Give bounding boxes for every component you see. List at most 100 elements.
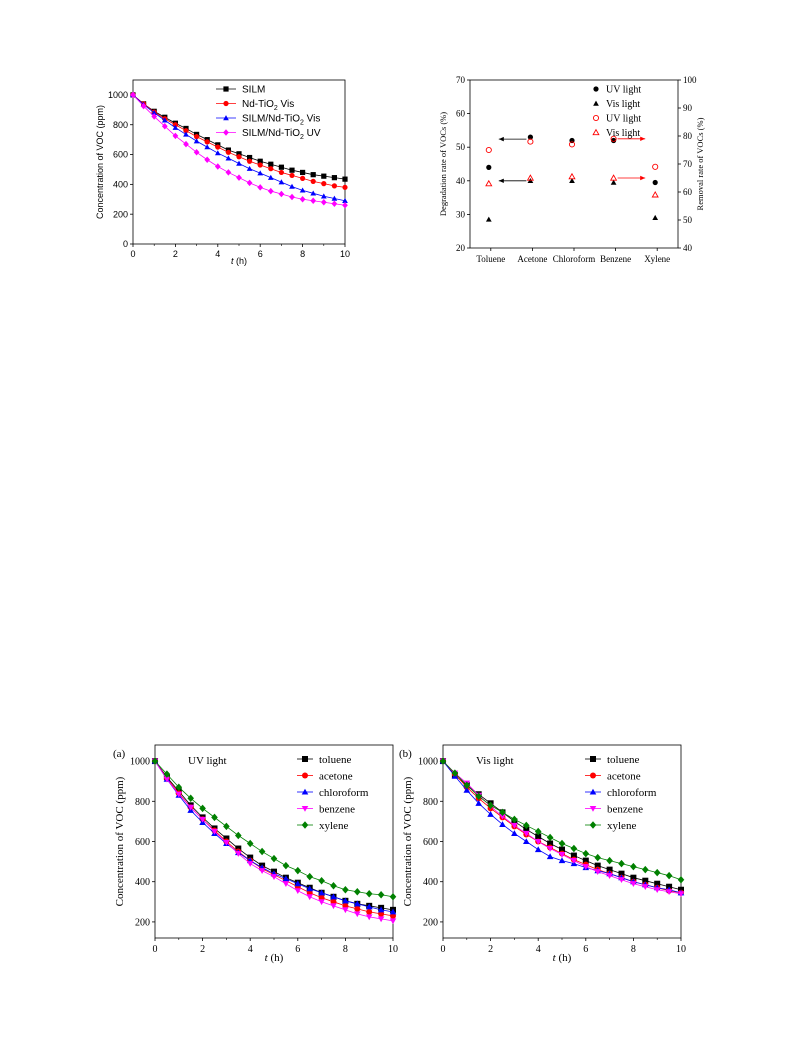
data-point [546,853,554,860]
legend: SILM Nd-TiO2 Vis SILM/Nd-TiO2 VisSILM/Nd-T… [216,85,321,141]
data-point [463,786,471,793]
x-tick-label: 6 [295,944,300,955]
x-tick-label: Benzene [600,254,631,264]
data-point [236,174,242,181]
data-point [485,179,493,187]
y2-tick-label: 40 [683,243,693,253]
series-silm-nd-tio2-vis [130,92,348,203]
data-point [534,838,542,845]
chart-uv-light-concentration: 0 2 4 6 8 10 200 400 600 800 1000 t (h) Concentratio… [113,744,398,964]
data-point [268,161,274,167]
data-point [270,874,278,880]
data-point [331,183,337,189]
data-point [611,137,617,144]
y-tick-label: 60 [456,109,466,119]
data-point [558,857,566,864]
data-point [289,167,295,173]
data-point [618,859,625,868]
y2-tick-label: 50 [683,215,693,225]
data-point [278,164,284,170]
legend-label-acetone: acetone [607,770,641,782]
data-point [389,893,397,901]
series-chloroform [439,757,685,896]
data-point [665,871,673,880]
legend-label-acetone: acetone [319,770,353,782]
data-point [193,138,200,144]
data-point [511,822,518,829]
data-point [653,887,661,894]
data-point [247,154,253,161]
y2-tick-label: 100 [683,75,697,85]
data-point [654,880,661,887]
data-point [267,174,274,180]
data-point [175,783,183,791]
series-acetone [440,758,684,896]
legend-label-xylene: xylene [607,820,636,832]
data-point [204,144,211,150]
data-point [330,893,337,900]
data-point [606,873,613,879]
data-point [172,122,178,128]
data-point [225,149,231,155]
legend-marker-silm-nd-tio2-uv [223,129,229,136]
data-point [594,853,601,862]
data-point [320,193,327,199]
data-point [246,179,253,187]
data-point [475,800,482,806]
legend-label-chloroform: chloroform [607,787,657,799]
series-benzene [151,758,397,925]
data-point [354,911,361,918]
data-point [258,868,266,874]
legend-marker-xylene [589,821,597,829]
chart-vis-light-concentration: 0 2 4 6 8 10 200 400 600 800 1000 t (h) Concentratio… [399,744,686,964]
data-point [267,187,274,195]
data-point [223,835,230,842]
x-axis-title: t (h) [553,952,572,964]
data-point [534,827,542,836]
data-point [175,791,183,798]
data-point [300,175,306,181]
x-tick-label: 10 [340,249,350,259]
data-point [225,155,232,161]
y2-axis-title: Removal rate of VOCs (%) [695,117,705,210]
y2-tick-label: 70 [683,159,693,169]
data-point [320,199,327,206]
data-point [204,139,210,145]
data-point [511,830,518,837]
data-point [163,776,171,783]
x-axis-title: t (h) [231,256,247,266]
x-tick-label: 10 [676,944,686,955]
data-point [331,195,338,201]
data-point [236,160,242,166]
data-point [310,190,317,196]
data-point [199,816,206,823]
data-point [570,844,578,853]
data-point [485,146,492,154]
data-point [161,122,168,130]
data-point [282,881,290,888]
data-point [235,845,242,852]
data-point [318,889,325,896]
data-point [282,875,290,882]
panel-annotation: UV light [188,755,227,767]
y-tick-label: 400 [135,877,150,888]
data-point [289,193,295,201]
x-tick-label: 10 [388,944,398,955]
data-point [278,179,285,185]
y-tick-label: 1000 [108,90,128,100]
data-point [354,900,361,907]
y-tick-label: 30 [456,209,466,219]
data-point [257,158,263,164]
chart-degradation-removal-rates: Toluene Acetone Chloroform Benzene Xylene 20 3… [438,75,705,264]
data-point [306,872,313,881]
data-point [618,877,625,883]
data-point [246,165,253,171]
data-point [214,163,221,170]
data-point [523,826,530,833]
x-tick-label: 6 [583,944,588,955]
x-tick-label: 8 [300,249,305,259]
data-point [246,839,254,848]
data-point [342,897,349,904]
legend-marker-toluene [590,756,596,762]
legend-marker-xylene [301,821,309,829]
